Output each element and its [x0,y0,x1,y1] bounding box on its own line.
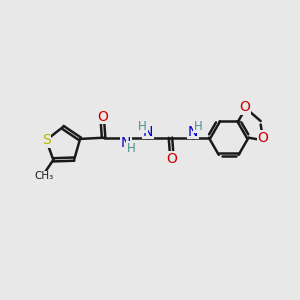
Text: H: H [194,120,203,133]
Text: O: O [239,100,250,114]
Text: N: N [188,124,198,139]
Text: H: H [127,142,136,155]
Text: H: H [138,120,147,133]
Text: N: N [143,124,153,139]
Text: O: O [97,110,108,124]
Text: N: N [121,136,131,150]
Text: O: O [166,152,177,166]
Text: O: O [257,131,268,145]
Text: S: S [42,133,50,147]
Text: CH₃: CH₃ [34,171,54,181]
